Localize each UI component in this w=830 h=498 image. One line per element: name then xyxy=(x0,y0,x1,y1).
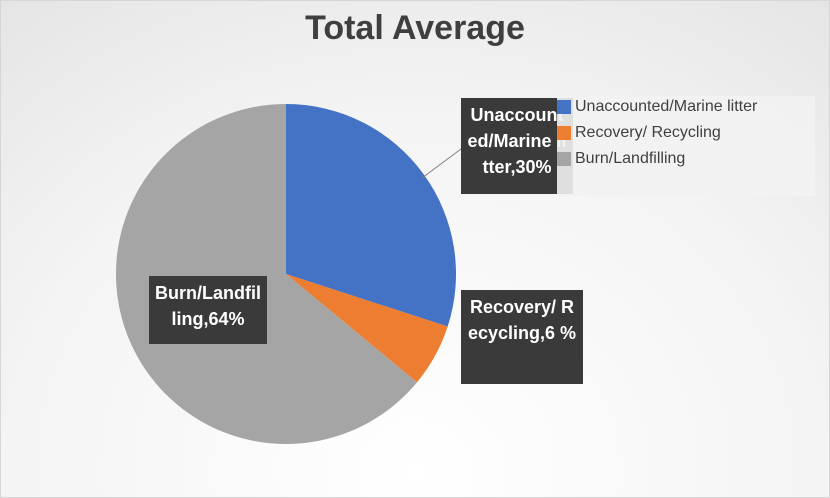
legend-item-recovery: Recovery/ Recycling xyxy=(557,123,721,143)
legend-swatch-unaccounted xyxy=(557,100,571,114)
legend-label-recovery: Recovery/ Recycling xyxy=(575,124,721,141)
legend: Unaccounted/Marine litter Recovery/ Recy… xyxy=(557,96,815,196)
pie-slice-burn xyxy=(115,104,417,445)
legend-label-burn: Burn/Landfilling xyxy=(575,150,686,167)
pie-slice-recovery xyxy=(286,274,448,383)
leader-line-unaccounted xyxy=(421,148,462,179)
legend-item-burn: Burn/Landfilling xyxy=(557,149,685,169)
chart-title: Total Average xyxy=(305,9,525,47)
pie-slice-unaccounted xyxy=(286,104,456,327)
legend-label-unaccounted: Unaccounted/Marine litter xyxy=(575,98,758,115)
data-label-unaccounted: Unaccounted/Marine litter,30% xyxy=(461,98,573,194)
legend-swatch-recovery xyxy=(557,126,571,140)
legend-item-unaccounted: Unaccounted/Marine litter xyxy=(557,97,757,117)
legend-swatch-burn xyxy=(557,152,571,166)
data-label-burn: Burn/Landfilling,64% xyxy=(149,276,267,344)
data-label-recovery: Recovery/ Recycling,6 % xyxy=(461,290,583,384)
